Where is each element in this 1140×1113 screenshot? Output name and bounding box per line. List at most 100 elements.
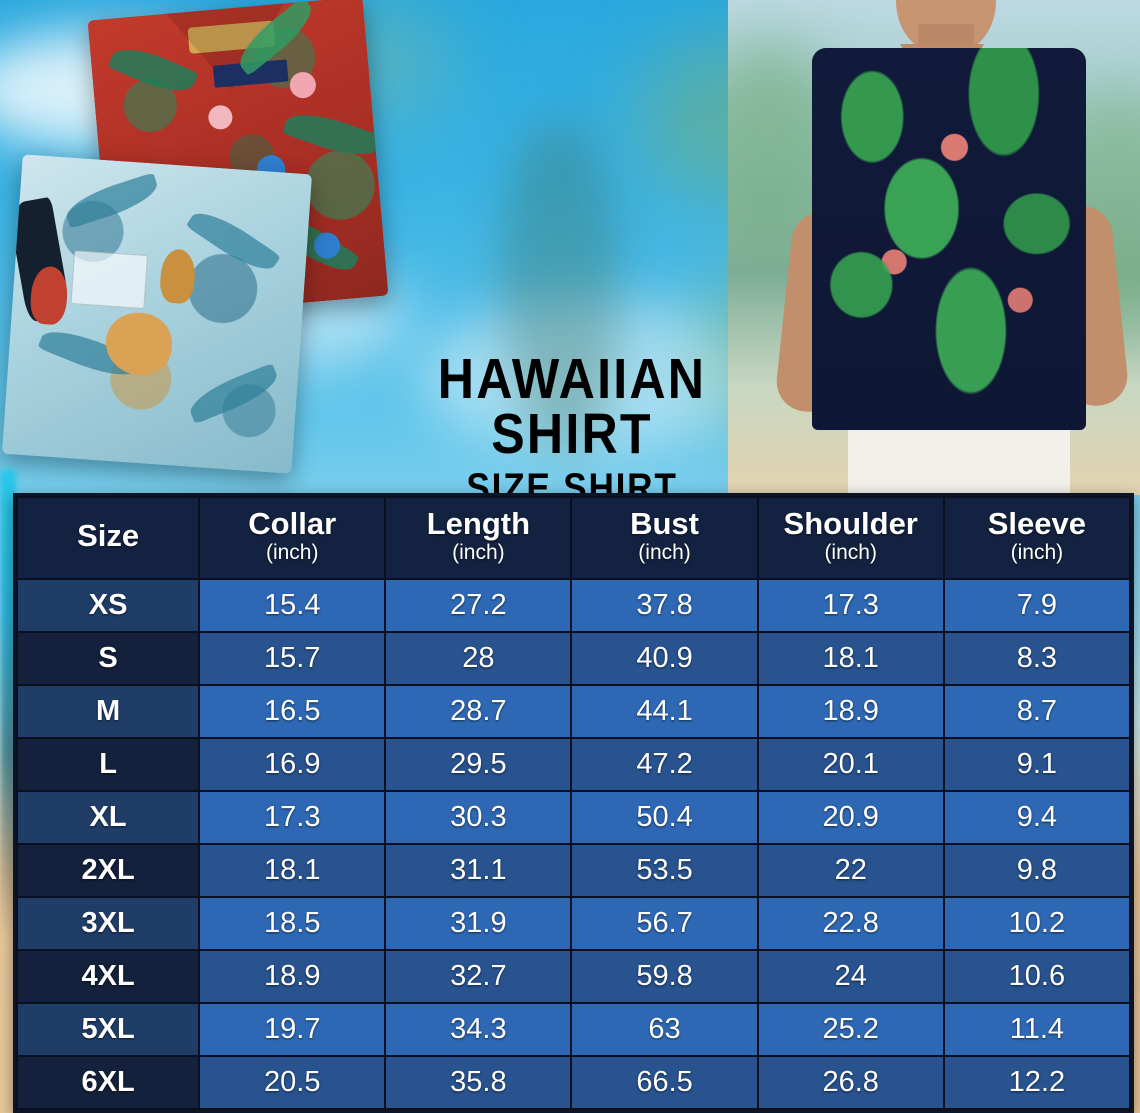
size-label-cell: L xyxy=(15,737,201,792)
cell-bust: 37.8 xyxy=(570,578,759,633)
cell-shoulder: 20.9 xyxy=(756,790,945,845)
column-header-length: Length (inch) xyxy=(384,496,573,580)
column-header-label: Collar xyxy=(248,505,337,541)
table-row: S 15.7 28 40.9 18.1 8.3 xyxy=(15,631,1132,686)
size-label-cell: M xyxy=(15,684,201,739)
cell-shoulder: 24 xyxy=(756,949,945,1004)
table-row: M 16.5 28.7 44.1 18.9 8.7 xyxy=(15,684,1132,739)
cell-sleeve: 7.9 xyxy=(942,578,1132,633)
cell-sleeve: 9.4 xyxy=(942,790,1132,845)
cell-length: 30.3 xyxy=(384,790,573,845)
cell-length: 28 xyxy=(384,631,573,686)
cell-collar: 18.5 xyxy=(198,896,387,951)
palm-trunk-blob xyxy=(500,120,620,450)
cell-shoulder: 18.1 xyxy=(756,631,945,686)
column-header-size: Size xyxy=(15,496,201,580)
cell-shoulder: 20.1 xyxy=(756,737,945,792)
parrot-motif xyxy=(158,248,197,305)
page-title: HAWAIIAN SHIRT xyxy=(437,347,707,466)
table-header-row: Size Collar (inch) Length (inch) Bust (inch) Sh… xyxy=(15,496,1132,580)
cell-length: 31.9 xyxy=(384,896,573,951)
size-label-cell: 3XL xyxy=(15,896,201,951)
cell-bust: 50.4 xyxy=(570,790,759,845)
cell-bust: 40.9 xyxy=(570,631,759,686)
table-row: L 16.9 29.5 47.2 20.1 9.1 xyxy=(15,737,1132,792)
cell-collar: 20.5 xyxy=(198,1055,387,1110)
table-row: 4XL 18.9 32.7 59.8 24 10.6 xyxy=(15,949,1132,1004)
cell-length: 35.8 xyxy=(384,1055,573,1110)
table-body: XS 15.4 27.2 37.8 17.3 7.9 S 15.7 28 40.9 18.1 8.3 M… xyxy=(15,578,1132,1110)
size-label-cell: XS xyxy=(15,578,201,633)
leaf-motif xyxy=(282,104,383,165)
cell-bust: 56.7 xyxy=(570,896,759,951)
cell-sleeve: 9.1 xyxy=(942,737,1132,792)
model-photo xyxy=(728,0,1140,495)
column-header-unit: (inch) xyxy=(452,541,505,565)
size-label-cell: XL xyxy=(15,790,201,845)
hibiscus-motif xyxy=(288,70,317,100)
cell-sleeve: 10.6 xyxy=(942,949,1132,1004)
column-header-unit: (inch) xyxy=(824,541,877,565)
table-row: 3XL 18.5 31.9 56.7 22.8 10.2 xyxy=(15,896,1132,951)
cell-shoulder: 17.3 xyxy=(756,578,945,633)
column-header-unit: (inch) xyxy=(265,541,319,565)
size-label-cell: 4XL xyxy=(15,949,201,1004)
column-header-label: Length xyxy=(426,505,531,541)
cell-collar: 16.9 xyxy=(198,737,387,792)
size-label-cell: 6XL xyxy=(15,1055,201,1110)
model-hawaiian-shirt xyxy=(812,48,1086,430)
cell-length: 27.2 xyxy=(384,578,573,633)
cell-shoulder: 22 xyxy=(756,843,945,898)
cell-bust: 53.5 xyxy=(570,843,759,898)
cell-collar: 17.3 xyxy=(198,790,387,845)
column-header-label: Shoulder xyxy=(783,505,918,541)
cell-shoulder: 22.8 xyxy=(756,896,945,951)
column-header-bust: Bust (inch) xyxy=(570,496,759,580)
table-row: 6XL 20.5 35.8 66.5 26.8 12.2 xyxy=(15,1055,1132,1110)
cell-collar: 18.9 xyxy=(198,949,387,1004)
cell-sleeve: 8.7 xyxy=(942,684,1132,739)
column-header-collar: Collar (inch) xyxy=(198,496,387,580)
cell-collar: 19.7 xyxy=(198,1002,387,1057)
column-header-label: Sleeve xyxy=(987,505,1087,541)
leaf-motif xyxy=(184,362,283,425)
cell-collar: 15.7 xyxy=(198,631,387,686)
column-header-shoulder: Shoulder (inch) xyxy=(756,496,945,580)
table-header: Size Collar (inch) Length (inch) Bust (inch) Sh… xyxy=(15,496,1132,580)
table-row: 5XL 19.7 34.3 63 25.2 11.4 xyxy=(15,1002,1132,1057)
column-header-label: Size xyxy=(77,517,140,553)
size-label-cell: 5XL xyxy=(15,1002,201,1057)
size-chart-table-container: Size Collar (inch) Length (inch) Bust (inch) Sh… xyxy=(13,493,1134,1113)
cell-sleeve: 11.4 xyxy=(942,1002,1132,1057)
cell-length: 31.1 xyxy=(384,843,573,898)
table-row: XS 15.4 27.2 37.8 17.3 7.9 xyxy=(15,578,1132,633)
headline-block: HAWAIIAN SHIRT SIZE SHIRT xyxy=(322,347,822,509)
cell-length: 29.5 xyxy=(384,737,573,792)
cell-shoulder: 18.9 xyxy=(756,684,945,739)
cell-bust: 66.5 xyxy=(570,1055,759,1110)
cell-length: 32.7 xyxy=(384,949,573,1004)
size-label-cell: 2XL xyxy=(15,843,201,898)
cell-collar: 18.1 xyxy=(198,843,387,898)
cell-collar: 15.4 xyxy=(198,578,387,633)
cell-length: 28.7 xyxy=(384,684,573,739)
cell-shoulder: 26.8 xyxy=(756,1055,945,1110)
size-chart-table: Size Collar (inch) Length (inch) Bust (inch) Sh… xyxy=(15,496,1132,1110)
column-header-unit: (inch) xyxy=(1010,541,1064,565)
leaf-motif xyxy=(185,202,281,280)
column-header-sleeve: Sleeve (inch) xyxy=(942,496,1132,580)
cell-shoulder: 25.2 xyxy=(756,1002,945,1057)
leaf-motif xyxy=(61,172,162,229)
cell-collar: 16.5 xyxy=(198,684,387,739)
left-edge-water-strip xyxy=(0,470,16,940)
cell-sleeve: 8.3 xyxy=(942,631,1132,686)
cell-length: 34.3 xyxy=(384,1002,573,1057)
blue-hawaiian-shirt xyxy=(1,154,313,474)
column-header-label: Bust xyxy=(630,505,699,541)
size-label-cell: S xyxy=(15,631,201,686)
cell-bust: 47.2 xyxy=(570,737,759,792)
cell-sleeve: 9.8 xyxy=(942,843,1132,898)
cell-bust: 59.8 xyxy=(570,949,759,1004)
cell-bust: 44.1 xyxy=(570,684,759,739)
column-header-unit: (inch) xyxy=(638,541,691,565)
